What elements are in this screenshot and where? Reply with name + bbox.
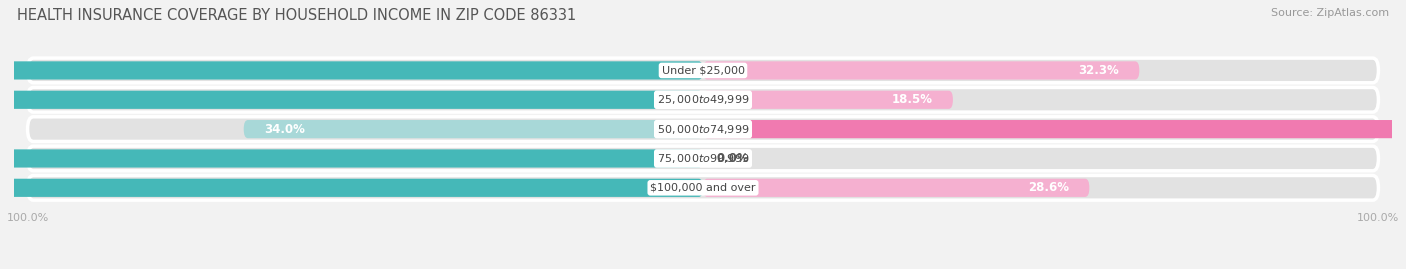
- FancyBboxPatch shape: [703, 61, 1139, 80]
- FancyBboxPatch shape: [243, 120, 703, 138]
- Legend: With Coverage, Without Coverage: With Coverage, Without Coverage: [579, 266, 827, 269]
- FancyBboxPatch shape: [28, 146, 1378, 171]
- Text: $50,000 to $74,999: $50,000 to $74,999: [657, 123, 749, 136]
- Text: Source: ZipAtlas.com: Source: ZipAtlas.com: [1271, 8, 1389, 18]
- Text: $25,000 to $49,999: $25,000 to $49,999: [657, 93, 749, 106]
- FancyBboxPatch shape: [0, 61, 703, 80]
- FancyBboxPatch shape: [703, 120, 1406, 138]
- Text: HEALTH INSURANCE COVERAGE BY HOUSEHOLD INCOME IN ZIP CODE 86331: HEALTH INSURANCE COVERAGE BY HOUSEHOLD I…: [17, 8, 576, 23]
- FancyBboxPatch shape: [28, 117, 1378, 141]
- FancyBboxPatch shape: [28, 87, 1378, 112]
- Text: 34.0%: 34.0%: [264, 123, 305, 136]
- FancyBboxPatch shape: [28, 175, 1378, 200]
- FancyBboxPatch shape: [0, 91, 703, 109]
- Text: 28.6%: 28.6%: [1028, 181, 1069, 194]
- Text: $75,000 to $99,999: $75,000 to $99,999: [657, 152, 749, 165]
- Text: Under $25,000: Under $25,000: [661, 65, 745, 75]
- Text: $100,000 and over: $100,000 and over: [650, 183, 756, 193]
- FancyBboxPatch shape: [703, 91, 953, 109]
- FancyBboxPatch shape: [0, 149, 703, 168]
- Text: 0.0%: 0.0%: [717, 152, 749, 165]
- FancyBboxPatch shape: [703, 179, 1090, 197]
- FancyBboxPatch shape: [28, 58, 1378, 83]
- Text: 18.5%: 18.5%: [891, 93, 932, 106]
- Text: 32.3%: 32.3%: [1078, 64, 1119, 77]
- FancyBboxPatch shape: [0, 179, 703, 197]
